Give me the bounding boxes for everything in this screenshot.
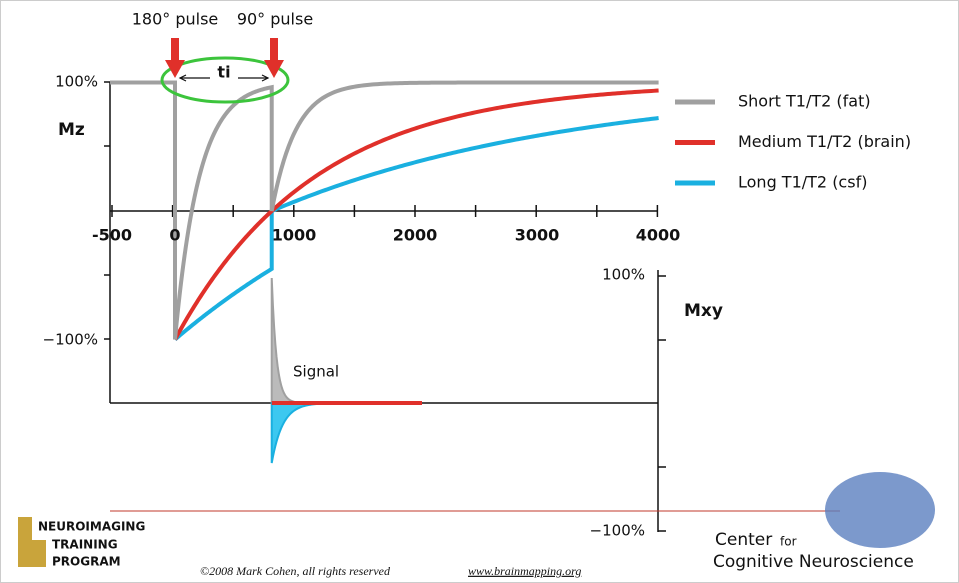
ti-arrow xyxy=(178,74,270,82)
time-tick-label: 0 xyxy=(169,226,180,245)
pulse-arrows xyxy=(165,38,284,78)
legend-label: Long T1/T2 (csf) xyxy=(738,173,867,192)
mxy-tick: −100% xyxy=(590,522,645,540)
url: www.brainmapping.org xyxy=(468,564,581,578)
mz-label: Mz xyxy=(58,120,85,140)
interval-label: ti xyxy=(217,63,230,82)
mxy-tick: 100% xyxy=(602,266,645,284)
pulse-label: 90° pulse xyxy=(237,10,313,29)
mxy-label: Mxy xyxy=(684,301,723,321)
copyright: ©2008 Mark Cohen, all rights reserved xyxy=(200,564,391,578)
legend-label: Medium T1/T2 (brain) xyxy=(738,132,911,151)
ti-ellipse xyxy=(160,56,290,104)
center-line: Cognitive Neuroscience xyxy=(713,552,914,572)
program-line: TRAINING xyxy=(52,538,118,552)
time-tick-label: -500 xyxy=(92,226,132,245)
legend-label: Short T1/T2 (fat) xyxy=(738,92,871,111)
relaxation-curve xyxy=(173,116,659,342)
time-tick-label: 4000 xyxy=(636,226,681,245)
mz-tick: −100% xyxy=(43,331,98,349)
center-line: Center xyxy=(715,530,772,550)
curves xyxy=(110,80,659,464)
center-line: for xyxy=(780,535,797,549)
program-line: PROGRAM xyxy=(52,555,121,569)
pulse-label: 180° pulse xyxy=(132,10,219,29)
time-ticks: -500 0 1000 2000 3000 4000 xyxy=(92,226,680,245)
time-tick-label: 2000 xyxy=(393,226,438,245)
footer: NEUROIMAGING TRAINING PROGRAM ©2008 Mark… xyxy=(18,472,935,578)
program-line: NEUROIMAGING xyxy=(38,520,145,534)
relaxation-curve xyxy=(110,80,659,340)
mz-tick: 100% xyxy=(55,73,98,91)
relaxation-curve xyxy=(173,88,659,341)
legend: Short T1/T2 (fat) Medium T1/T2 (brain) Lon… xyxy=(675,92,911,192)
time-tick-label: 1000 xyxy=(272,226,317,245)
signal-label: Signal xyxy=(293,363,339,381)
time-tick-label: 3000 xyxy=(515,226,560,245)
